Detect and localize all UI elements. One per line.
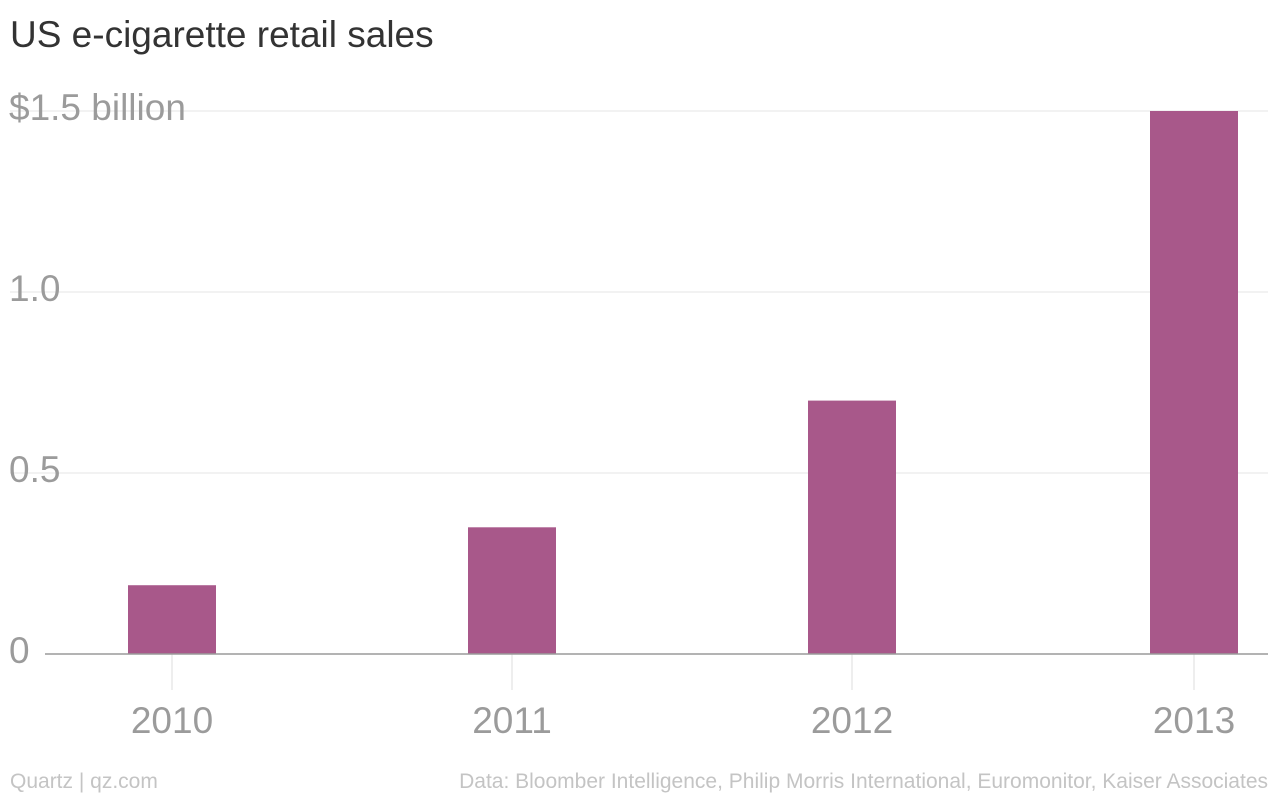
x-axis-ticks: [171, 654, 1195, 690]
bar-2010: [128, 585, 216, 654]
chart-title: US e-cigarette retail sales: [10, 14, 434, 55]
y-tick-label: 0: [9, 630, 30, 671]
bar-2011: [468, 527, 556, 654]
y-tick-label: 0.5: [9, 449, 60, 490]
gridlines: [10, 110, 1268, 474]
x-tick-label: 2011: [472, 700, 552, 741]
bars: [128, 111, 1238, 654]
y-tick-label: 1.0: [9, 268, 60, 309]
source-credit: Quartz | qz.com: [10, 770, 158, 793]
y-tick-label: $1.5 billion: [9, 87, 186, 128]
x-axis-labels: 2010 2011 2012 2013: [131, 700, 1235, 741]
x-tick-label: 2012: [811, 700, 893, 741]
bar-2012: [808, 400, 896, 654]
data-credit: Data: Bloomber Intelligence, Philip Morr…: [459, 770, 1268, 793]
x-tick-label: 2010: [131, 700, 213, 741]
x-tick-label: 2013: [1153, 700, 1235, 741]
y-axis-labels: 0 0.5 1.0 $1.5 billion: [9, 87, 186, 671]
bar-2013: [1150, 111, 1238, 654]
